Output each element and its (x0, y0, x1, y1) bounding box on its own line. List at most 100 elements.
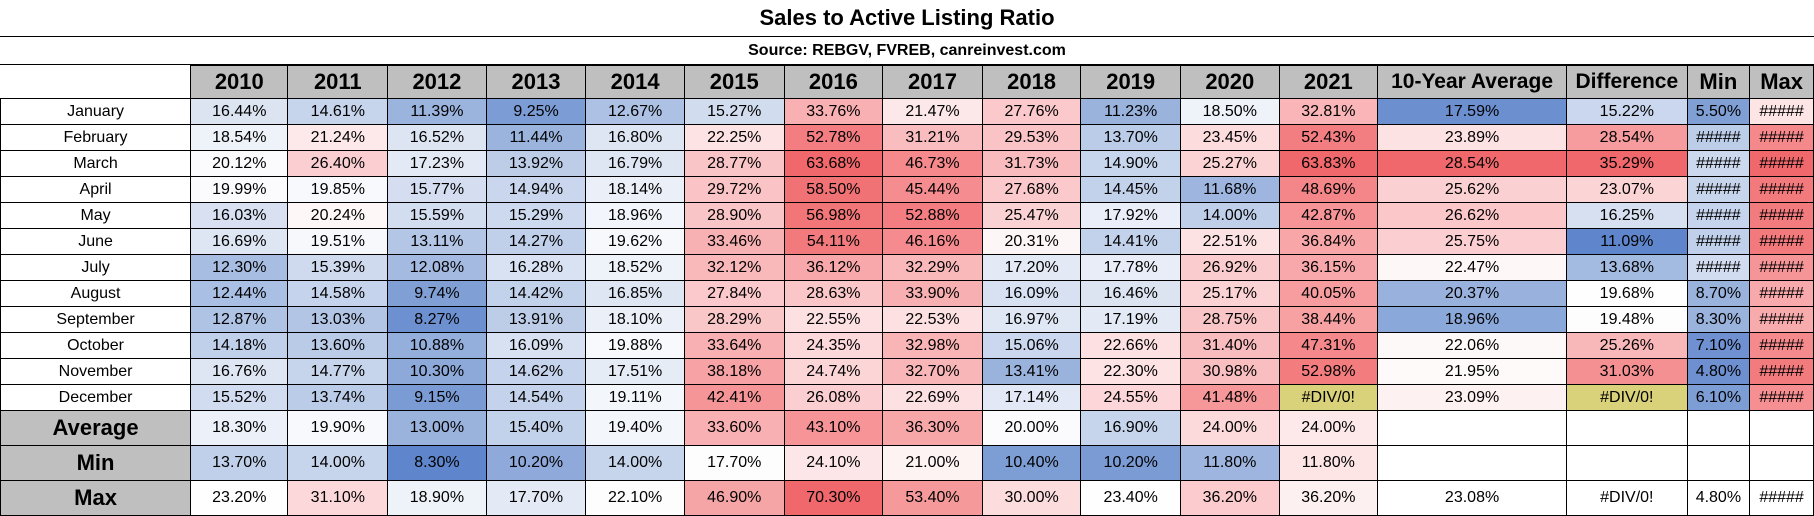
value-cell[interactable]: 16.25% (1566, 202, 1688, 229)
column-header[interactable]: Difference (1566, 65, 1688, 99)
value-cell[interactable]: 16.85% (585, 280, 685, 307)
value-cell[interactable]: 25.47% (981, 202, 1082, 229)
value-cell[interactable]: 17.92% (1080, 202, 1182, 229)
value-cell[interactable]: ##### (1749, 176, 1814, 203)
value-cell[interactable]: 32.70% (882, 358, 983, 385)
value-cell[interactable]: 15.29% (485, 202, 587, 229)
column-header[interactable]: 2020 (1180, 65, 1280, 99)
value-cell[interactable]: 17.20% (981, 254, 1082, 281)
value-cell[interactable]: 33.46% (683, 228, 785, 255)
value-cell[interactable]: 15.40% (485, 410, 587, 446)
value-cell[interactable]: 33.76% (783, 98, 884, 125)
value-cell[interactable]: 23.07% (1566, 176, 1688, 203)
value-cell[interactable]: 17.14% (981, 384, 1082, 411)
value-cell[interactable]: ##### (1749, 306, 1814, 333)
value-cell[interactable]: 10.88% (387, 332, 487, 359)
error-cell[interactable]: #DIV/0! (1278, 384, 1379, 411)
value-cell[interactable]: 11.23% (1080, 98, 1182, 125)
value-cell[interactable]: 15.06% (981, 332, 1082, 359)
value-cell[interactable]: ##### (1749, 150, 1814, 177)
value-cell[interactable]: 9.74% (387, 280, 487, 307)
row-label[interactable]: Max (0, 480, 192, 516)
value-cell[interactable] (1686, 410, 1751, 446)
value-cell[interactable] (1566, 445, 1688, 481)
value-cell[interactable]: 16.76% (190, 358, 289, 385)
value-cell[interactable]: 42.87% (1278, 202, 1379, 229)
value-cell[interactable]: ##### (1686, 150, 1751, 177)
value-cell[interactable]: 24.10% (783, 445, 884, 481)
value-cell[interactable]: 38.18% (683, 358, 785, 385)
value-cell[interactable]: 19.99% (190, 176, 289, 203)
value-cell[interactable]: 4.80% (1686, 480, 1751, 516)
value-cell[interactable]: 13.41% (981, 358, 1082, 385)
value-cell[interactable]: 28.63% (783, 280, 884, 307)
value-cell[interactable]: ##### (1749, 358, 1814, 385)
value-cell[interactable]: 36.84% (1278, 228, 1379, 255)
value-cell[interactable] (1686, 445, 1751, 481)
value-cell[interactable]: 14.58% (287, 280, 389, 307)
value-cell[interactable]: 13.70% (1080, 124, 1182, 151)
value-cell[interactable]: 63.83% (1278, 150, 1379, 177)
column-header[interactable]: 2011 (287, 65, 389, 99)
value-cell[interactable]: 6.10% (1686, 384, 1751, 411)
value-cell[interactable]: 17.70% (683, 445, 785, 481)
value-cell[interactable]: 22.69% (882, 384, 983, 411)
row-label[interactable]: Average (0, 410, 192, 446)
value-cell[interactable]: 20.00% (981, 410, 1082, 446)
value-cell[interactable]: 22.47% (1377, 254, 1568, 281)
value-cell[interactable]: 16.52% (387, 124, 487, 151)
value-cell[interactable]: 58.50% (783, 176, 884, 203)
value-cell[interactable]: 16.09% (981, 280, 1082, 307)
value-cell[interactable]: 16.09% (485, 332, 587, 359)
row-label[interactable]: October (0, 332, 192, 359)
value-cell[interactable]: 54.11% (783, 228, 884, 255)
value-cell[interactable]: 22.10% (585, 480, 685, 516)
value-cell[interactable]: 13.11% (387, 228, 487, 255)
value-cell[interactable]: 8.27% (387, 306, 487, 333)
value-cell[interactable]: ##### (1749, 332, 1814, 359)
value-cell[interactable]: 17.51% (585, 358, 685, 385)
value-cell[interactable]: 24.00% (1278, 410, 1379, 446)
value-cell[interactable]: 27.76% (981, 98, 1082, 125)
value-cell[interactable]: 24.55% (1080, 384, 1182, 411)
value-cell[interactable]: 13.92% (485, 150, 587, 177)
value-cell[interactable] (1749, 445, 1814, 481)
row-label[interactable]: September (0, 306, 192, 333)
value-cell[interactable]: 25.75% (1377, 228, 1568, 255)
value-cell[interactable]: 12.67% (585, 98, 685, 125)
value-cell[interactable]: 23.40% (1080, 480, 1182, 516)
value-cell[interactable]: 47.31% (1278, 332, 1379, 359)
value-cell[interactable]: 14.00% (287, 445, 389, 481)
value-cell[interactable]: 12.30% (190, 254, 289, 281)
value-cell[interactable]: 13.74% (287, 384, 389, 411)
row-label[interactable]: April (0, 176, 192, 203)
value-cell[interactable]: 32.98% (882, 332, 983, 359)
value-cell[interactable]: 25.27% (1180, 150, 1280, 177)
value-cell[interactable]: 18.30% (190, 410, 289, 446)
value-cell[interactable]: 11.44% (485, 124, 587, 151)
value-cell[interactable]: 16.44% (190, 98, 289, 125)
value-cell[interactable]: 16.80% (585, 124, 685, 151)
value-cell[interactable]: 22.53% (882, 306, 983, 333)
value-cell[interactable]: ##### (1686, 254, 1751, 281)
column-header[interactable]: 2014 (585, 65, 685, 99)
value-cell[interactable]: 41.48% (1180, 384, 1280, 411)
value-cell[interactable]: 26.40% (287, 150, 389, 177)
value-cell[interactable]: 16.79% (585, 150, 685, 177)
value-cell[interactable]: 43.10% (783, 410, 884, 446)
value-cell[interactable]: 22.30% (1080, 358, 1182, 385)
value-cell[interactable]: 21.24% (287, 124, 389, 151)
value-cell[interactable]: 11.80% (1180, 445, 1280, 481)
column-header[interactable]: 2016 (783, 65, 884, 99)
value-cell[interactable]: ##### (1686, 228, 1751, 255)
value-cell[interactable]: 14.77% (287, 358, 389, 385)
value-cell[interactable]: 13.60% (287, 332, 389, 359)
value-cell[interactable]: 26.92% (1180, 254, 1280, 281)
row-label[interactable]: June (0, 228, 192, 255)
value-cell[interactable]: 16.97% (981, 306, 1082, 333)
value-cell[interactable]: 14.00% (1180, 202, 1280, 229)
value-cell[interactable]: 16.69% (190, 228, 289, 255)
value-cell[interactable]: 8.30% (1686, 306, 1751, 333)
value-cell[interactable]: 14.00% (585, 445, 685, 481)
value-cell[interactable]: 19.51% (287, 228, 389, 255)
